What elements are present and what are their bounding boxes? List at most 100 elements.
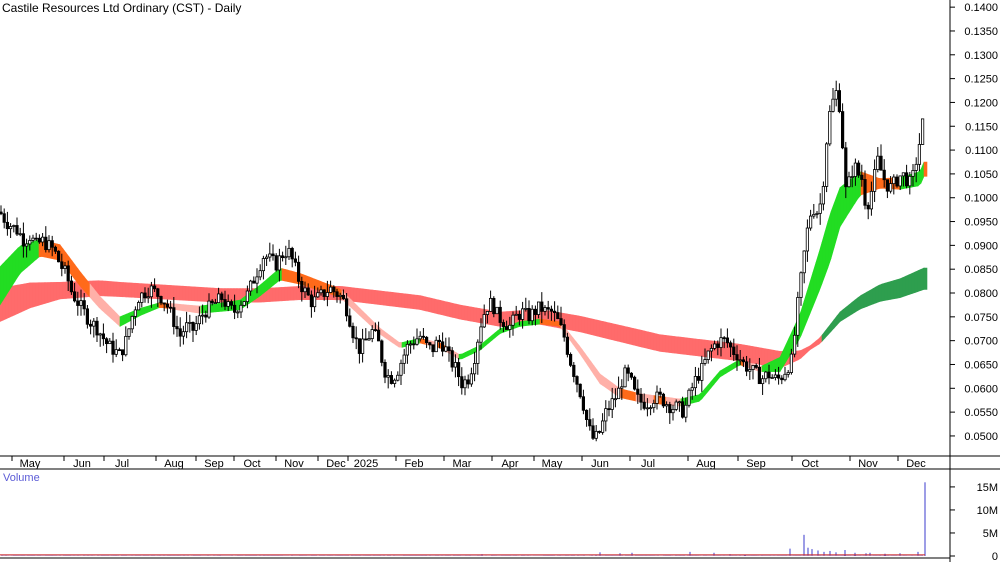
candle-body	[418, 335, 422, 340]
y-tick-label: 0.0900	[964, 240, 998, 252]
candle-body	[617, 387, 621, 400]
candle-body	[213, 302, 217, 305]
short-term-ribbon-segment	[179, 303, 184, 312]
candle-body	[681, 401, 685, 418]
candle-body	[537, 301, 541, 315]
long-term-ribbon-segment	[191, 286, 196, 302]
long-term-ribbon-segment	[353, 287, 358, 303]
candle-body	[405, 343, 410, 356]
y-tick-label: 0.1300	[964, 50, 998, 62]
long-term-ribbon-segment	[440, 300, 445, 316]
candle-body	[767, 371, 771, 379]
candle-body	[319, 289, 323, 294]
candle-body	[37, 237, 42, 243]
candle-body	[149, 285, 153, 298]
candle-body	[553, 310, 557, 314]
candle-body	[655, 391, 659, 404]
long-term-ribbon-segment	[20, 283, 25, 313]
candle-body	[79, 300, 83, 306]
long-term-ribbon-segment	[755, 346, 760, 365]
short-term-ribbon-segment	[815, 252, 820, 299]
long-term-ribbon-segment	[833, 315, 838, 329]
candle-body	[162, 302, 166, 305]
y-tick-label: 0.0550	[964, 407, 998, 419]
candle-body	[124, 336, 128, 356]
long-term-ribbon-segment	[380, 290, 385, 306]
long-term-ribbon-segment	[626, 326, 631, 345]
long-term-ribbon-segment	[374, 289, 379, 305]
candle-body	[745, 361, 749, 372]
candle-body	[188, 321, 192, 324]
long-term-ribbon-segment	[674, 336, 679, 354]
long-term-ribbon-segment	[134, 282, 139, 298]
long-term-ribbon-segment	[122, 282, 127, 298]
candle-body	[658, 391, 662, 395]
short-term-ribbon-segment	[401, 341, 406, 348]
long-term-ribbon-segment	[848, 301, 853, 317]
long-term-ribbon-segment	[821, 330, 826, 343]
candle-body	[476, 341, 480, 364]
candle-body	[729, 342, 733, 348]
short-term-ribbon-segment	[380, 328, 385, 338]
candle-body	[290, 247, 294, 260]
long-term-ribbon-segment	[914, 270, 919, 293]
short-term-ribbon-segment	[719, 368, 724, 378]
candle-body	[508, 324, 512, 330]
candle-body	[504, 326, 509, 330]
long-term-ribbon-segment	[377, 290, 382, 306]
short-term-ribbon-segment	[0, 262, 4, 306]
candle-body	[396, 374, 400, 381]
short-term-ribbon-segment	[812, 262, 817, 307]
short-term-ribbon-segment	[491, 332, 496, 341]
long-term-ribbon-segment	[920, 267, 925, 291]
short-term-ribbon-segment	[707, 380, 712, 393]
short-term-ribbon-segment	[266, 275, 271, 291]
chart-title: Castile Resources Ltd Ordinary (CST) - D…	[2, 1, 242, 15]
candle-body	[581, 396, 586, 411]
short-term-ribbon-segment	[290, 270, 295, 284]
candle-body	[322, 289, 326, 297]
candle-body	[869, 190, 874, 210]
candle-body	[335, 291, 339, 297]
candle-body	[607, 408, 611, 411]
candle-body	[121, 349, 125, 356]
short-term-ribbon-segment	[488, 334, 493, 344]
short-term-ribbon-segment	[569, 333, 574, 346]
long-term-ribbon-segment	[611, 323, 616, 341]
short-term-ribbon-segment	[716, 370, 721, 382]
x-tick-label: Mar	[453, 458, 472, 470]
long-term-ribbon-segment	[35, 282, 40, 307]
long-term-ribbon-segment	[38, 282, 43, 306]
long-term-ribbon-segment	[383, 291, 388, 306]
long-term-ribbon-segment	[401, 293, 406, 309]
candle-body	[812, 213, 816, 217]
long-term-ribbon-segment	[8, 285, 13, 318]
candle-body	[706, 350, 710, 360]
long-term-ribbon-segment	[683, 337, 688, 355]
candle-body	[0, 211, 3, 215]
candle-body	[620, 386, 624, 389]
candle-body	[239, 304, 243, 313]
candle-body	[805, 227, 810, 252]
candle-body	[341, 294, 346, 300]
short-term-ribbon-segment	[368, 316, 373, 328]
candle-body	[431, 344, 435, 353]
short-term-ribbon-segment	[578, 344, 583, 358]
candle-body	[556, 312, 560, 320]
candle-body	[546, 307, 550, 310]
volume-tick-label: 5M	[983, 528, 998, 540]
candle-body	[703, 359, 707, 364]
volume-tick-label: 10M	[977, 505, 998, 517]
candle-body	[421, 335, 426, 338]
long-term-ribbon-segment	[17, 284, 22, 314]
candle-body	[527, 307, 531, 322]
short-term-ribbon-segment	[383, 330, 388, 340]
short-term-ribbon-segment	[920, 161, 925, 184]
y-tick-label: 0.1400	[964, 2, 998, 14]
long-term-ribbon-segment	[686, 337, 691, 356]
x-tick-label: Apr	[501, 458, 518, 470]
long-term-ribbon-segment	[656, 333, 661, 352]
candle-body	[73, 291, 77, 302]
short-term-ribbon-segment	[833, 195, 838, 249]
candle-body	[597, 430, 602, 433]
